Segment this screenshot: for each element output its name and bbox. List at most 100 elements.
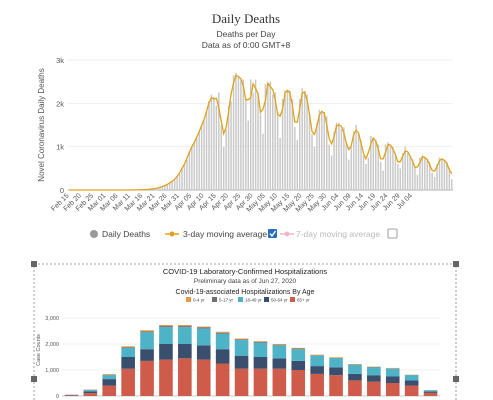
chart2-bar-segment [215,363,230,396]
resize-handle-tl[interactable] [31,261,37,267]
legend-3day-label[interactable]: 3-day moving average [183,229,267,239]
chart2-bar-segment [253,357,268,369]
chart2-bar-segment [121,347,135,357]
chart1-bar [296,140,299,190]
chart1-bar [237,77,240,190]
chart1-bar [203,120,205,190]
chart1-bar [198,131,200,190]
chart1-ytick-label: 1k [56,143,64,152]
chart2-bar-segment [291,370,306,396]
chart2-bar-segment [159,359,173,396]
chart2-subtitle2: Covid-19-associated Hospitalizations By … [176,289,315,296]
chart1-bar [208,101,210,190]
chart2-ytick-label: 3,000 [45,316,59,322]
chart2-bar-segment [329,367,343,376]
chart2-bar-segment [159,325,173,327]
chart2-bar-segment [253,341,268,343]
resize-handle-tr[interactable] [453,261,459,267]
chart1-bar [318,109,321,190]
chart1-bar [284,90,286,190]
chart2-bar-segment [102,385,117,396]
chart2-bar-segment [121,346,135,348]
chart1-bar [433,177,436,190]
chart1-bar [350,146,352,190]
chart2-legend-swatch [238,297,243,302]
chart2-bar-segment [121,357,135,369]
chart2-bar-segment [102,374,117,376]
chart1-bar [254,79,257,190]
chart1-bar [443,159,446,190]
chart1-bar [230,101,232,190]
chart1-bar [264,83,267,190]
chart1-bar [252,92,254,190]
chart1-bar [289,90,291,190]
chart1-bar [375,140,377,190]
chart1-bar [178,172,181,190]
chart2-bar-segment [178,325,192,327]
legend-daily-deaths-label[interactable]: Daily Deaths [102,229,150,239]
chart1-bar [215,105,218,190]
chart2-bar-segment [178,326,192,328]
chart1-bar [397,164,399,190]
chart2-subtitle: Preliminary data as of Jun 27, 2020 [194,278,297,285]
chart1-bar [299,99,301,190]
chart1-bar [394,153,397,190]
chart2-bar-segment [310,354,324,356]
chart2-bar-segment [178,327,192,344]
chart2-bar-segment [234,355,249,369]
chart1-bar [424,157,426,190]
chart2-bar-segment [140,360,154,396]
chart2-bar-segment [367,367,381,376]
chart2-bar-segment [234,340,249,356]
chart1-bar [188,151,191,190]
chart1-bar [274,92,276,190]
chart2-bar-segment [367,375,381,382]
chart1-bar [372,138,375,190]
daily-deaths-chart: Daily Deaths Deaths per Day Data as of 0… [37,11,453,239]
chart2-bar-segment [310,373,324,396]
chart2-bar-segment [253,342,268,357]
chart1-bar [262,133,264,190]
resize-handle-ml[interactable] [31,376,37,382]
chart1-bar [345,142,348,190]
chart2-bar-segment [272,344,287,346]
chart2-bar-segment [196,345,211,360]
chart1-bar [286,90,289,190]
chart1-bar [272,94,274,190]
legend-7day-label[interactable]: 7-day moving average [296,229,380,239]
chart1-bar [154,188,156,190]
chart1-bar [257,92,259,190]
chart2-bar-segment [385,376,400,383]
chart1-bar [419,157,421,190]
chart2-bar-segment [310,355,324,367]
legend-7day-checkbox[interactable] [387,228,398,239]
chart1-bar [176,177,178,190]
resize-handle-mr[interactable] [453,376,459,382]
chart1-bar [399,168,402,190]
chart1-bar [438,157,441,190]
chart1-bar [171,181,173,190]
chart2-bar-segment [196,326,211,328]
chart1-bar [406,153,409,190]
chart1-bar [205,112,208,190]
chart2-legend-label: 18-49 yr [245,298,262,303]
chart1-subtitle: Deaths per Day [216,29,276,39]
chart2-bar-segment [253,368,268,396]
chart2-bar-segment [253,341,268,342]
chart2-bar-segment [310,366,324,374]
chart1-ylabel: Novel Coronavirus Daily Deaths [37,68,46,181]
chart2-bar-segment [423,392,438,396]
chart2-bar-segment [404,375,419,381]
chart1-legend: Daily Deaths 3-day moving average 7-day … [90,228,398,239]
chart2-bar-segment [329,357,343,359]
chart1-bar [421,155,424,190]
chart1-bar [382,170,384,190]
chart2-bar-segment [385,383,400,396]
chart1-bar [416,174,419,190]
chart1-bar [291,99,294,190]
chart2-bar-segment [234,368,249,396]
chart1-bar [196,138,198,190]
chart1-title: Daily Deaths [212,11,280,26]
chart2-bar-segment [423,391,438,393]
chart2-bar-segment [140,332,154,350]
